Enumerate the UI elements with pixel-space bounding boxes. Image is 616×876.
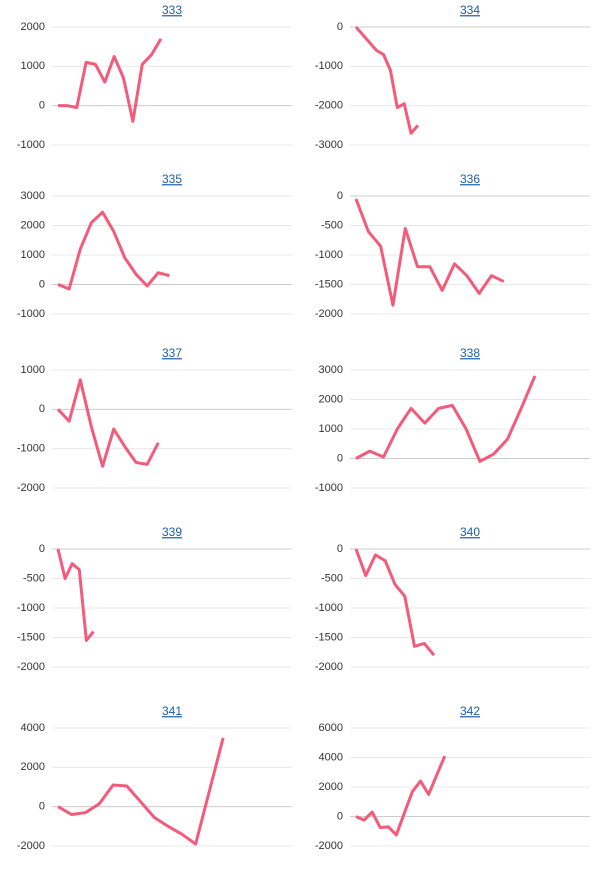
y-tick-label: 6000 bbox=[319, 722, 343, 734]
y-tick-label: -1000 bbox=[17, 139, 45, 151]
y-tick-label: 2000 bbox=[21, 219, 45, 231]
y-tick-label: -1000 bbox=[17, 308, 45, 320]
y-tick-label: -500 bbox=[321, 572, 343, 584]
y-tick-label: 0 bbox=[39, 801, 45, 813]
y-tick-label: 0 bbox=[39, 100, 45, 112]
chart-title[interactable]: 342 bbox=[460, 704, 480, 718]
y-tick-label: 0 bbox=[39, 278, 45, 290]
y-tick-label: -1500 bbox=[315, 278, 343, 290]
y-tick-label: 4000 bbox=[319, 751, 343, 763]
y-tick-label: -2000 bbox=[315, 840, 343, 852]
data-line bbox=[354, 198, 505, 307]
chart-title[interactable]: 333 bbox=[162, 3, 182, 17]
y-tick-label: 2000 bbox=[21, 21, 45, 33]
y-tick-label: 3000 bbox=[21, 190, 45, 202]
y-tick-label: -2000 bbox=[17, 661, 45, 673]
data-line bbox=[56, 548, 95, 642]
y-tick-label: -2000 bbox=[17, 482, 45, 494]
chart-title[interactable]: 339 bbox=[162, 525, 182, 539]
y-tick-label: 4000 bbox=[21, 722, 45, 734]
y-tick-label: -1000 bbox=[17, 602, 45, 614]
y-tick-label: 0 bbox=[337, 810, 343, 822]
data-line bbox=[355, 375, 537, 463]
y-tick-label: 1000 bbox=[21, 364, 45, 376]
y-tick-label: 0 bbox=[337, 21, 343, 33]
chart-title[interactable]: 337 bbox=[162, 346, 182, 360]
y-tick-label: -1000 bbox=[315, 60, 343, 72]
y-tick-label: -500 bbox=[23, 572, 45, 584]
y-tick-label: -2000 bbox=[315, 100, 343, 112]
chart-title[interactable]: 340 bbox=[460, 525, 480, 539]
y-tick-label: 1000 bbox=[21, 249, 45, 261]
y-tick-label: -2000 bbox=[17, 840, 45, 852]
y-tick-label: 0 bbox=[39, 543, 45, 555]
y-tick-label: -1500 bbox=[17, 631, 45, 643]
data-line bbox=[57, 210, 170, 291]
data-line bbox=[354, 26, 420, 135]
y-tick-label: 0 bbox=[337, 543, 343, 555]
y-tick-label: -1000 bbox=[17, 443, 45, 455]
y-tick-label: -1000 bbox=[315, 482, 343, 494]
y-tick-label: 2000 bbox=[319, 781, 343, 793]
y-tick-label: -2000 bbox=[315, 308, 343, 320]
y-tick-label: 0 bbox=[337, 452, 343, 464]
y-tick-label: 0 bbox=[39, 403, 45, 415]
chart-title[interactable]: 338 bbox=[460, 346, 480, 360]
data-line bbox=[354, 548, 436, 657]
data-line bbox=[57, 737, 225, 846]
chart-title[interactable]: 334 bbox=[460, 3, 480, 17]
y-tick-label: 0 bbox=[337, 190, 343, 202]
y-tick-label: -1000 bbox=[315, 602, 343, 614]
chart-title[interactable]: 335 bbox=[162, 172, 182, 186]
y-tick-label: -1000 bbox=[315, 249, 343, 261]
chart-title[interactable]: 336 bbox=[460, 172, 480, 186]
data-line bbox=[56, 378, 160, 468]
y-tick-label: 2000 bbox=[319, 393, 343, 405]
y-tick-label: -1500 bbox=[315, 631, 343, 643]
data-line bbox=[355, 755, 447, 837]
y-tick-label: -2000 bbox=[315, 661, 343, 673]
y-tick-label: 3000 bbox=[319, 364, 343, 376]
y-tick-label: 1000 bbox=[21, 60, 45, 72]
y-tick-label: -3000 bbox=[315, 139, 343, 151]
y-tick-label: 1000 bbox=[319, 423, 343, 435]
data-line bbox=[58, 38, 163, 123]
y-tick-label: 2000 bbox=[21, 761, 45, 773]
chart-title[interactable]: 341 bbox=[162, 704, 182, 718]
y-tick-label: -500 bbox=[321, 219, 343, 231]
